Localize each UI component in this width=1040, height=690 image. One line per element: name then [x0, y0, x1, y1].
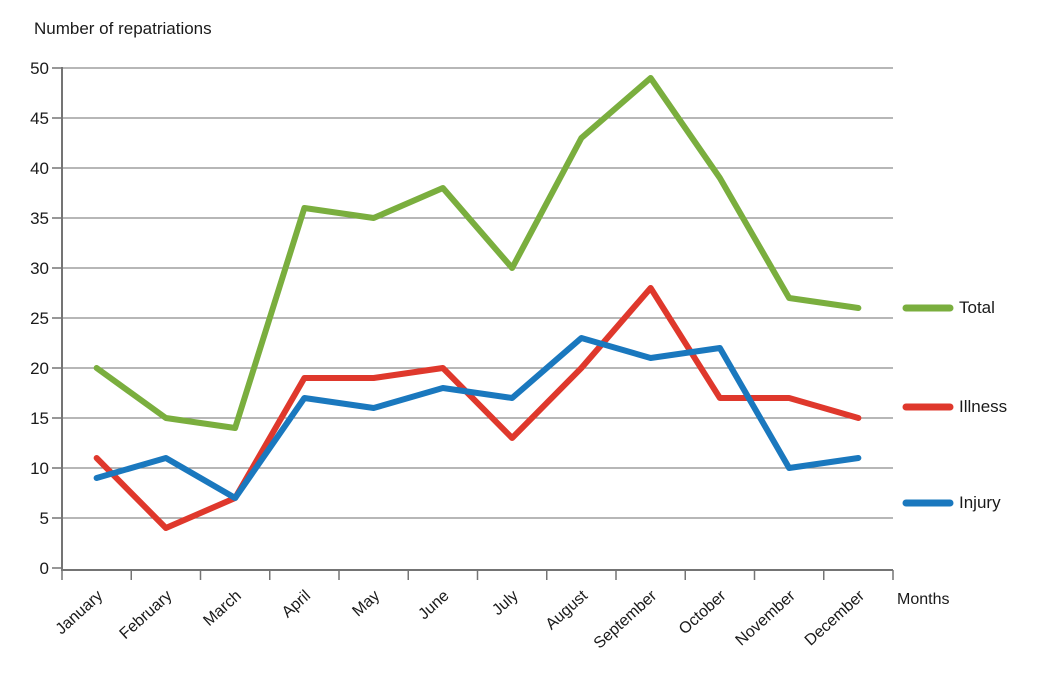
- x-axis-tick-label: December: [802, 587, 869, 649]
- series-line-total: [93, 75, 862, 431]
- x-axis-tick-label: July: [489, 587, 522, 619]
- x-axis-tick-label: February: [117, 587, 176, 642]
- y-axis-tick-label: 35: [30, 209, 49, 228]
- series-line-illness: [93, 285, 862, 531]
- x-axis-tick-label: April: [279, 587, 314, 621]
- x-axis-tick-label: January: [53, 587, 107, 638]
- x-axis-tick-label: March: [200, 587, 244, 629]
- series-line-injury: [93, 335, 862, 501]
- y-axis-tick-label: 15: [30, 409, 49, 428]
- x-axis-tick-label: November: [733, 587, 800, 649]
- y-axis-tick-label: 30: [30, 259, 49, 278]
- y-axis-tick-label: 45: [30, 109, 49, 128]
- x-axis-tick-label: August: [543, 587, 592, 633]
- x-axis-title: Months: [897, 591, 950, 608]
- chart-title: Number of repatriations: [34, 19, 212, 38]
- x-axis-tick-label: June: [415, 587, 452, 623]
- y-axis-tick-label: 10: [30, 459, 49, 478]
- x-axis-tick-label: May: [349, 587, 383, 620]
- y-axis-tick-label: 50: [30, 59, 49, 78]
- x-axis-tick-label: October: [676, 587, 730, 638]
- y-axis-tick-label: 20: [30, 359, 49, 378]
- x-axis-tick-label: September: [591, 587, 661, 652]
- y-axis-tick-label: 25: [30, 309, 49, 328]
- y-axis-tick-label: 5: [40, 509, 49, 528]
- y-axis-tick-label: 0: [40, 559, 49, 578]
- y-axis-tick-label: 40: [30, 159, 49, 178]
